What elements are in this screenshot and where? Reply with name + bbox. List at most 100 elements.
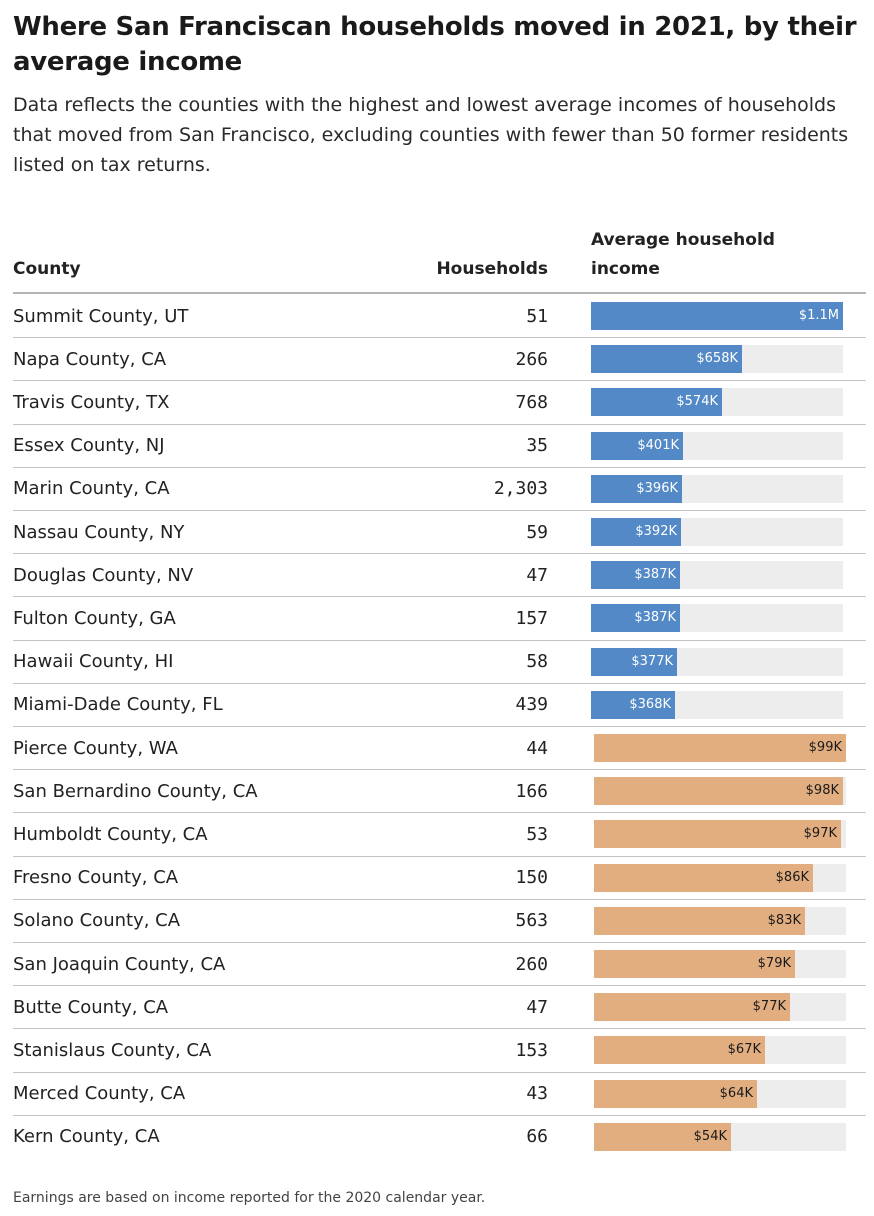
income-bar: $387K xyxy=(591,561,680,590)
county-name: San Bernardino County, CA xyxy=(13,780,258,802)
table-row: Merced County, CA 43 $64K xyxy=(13,1073,866,1116)
table-row: San Joaquin County, CA 260 $79K xyxy=(13,943,866,987)
county-name: Napa County, CA xyxy=(13,348,167,370)
income-bar-track: $401K xyxy=(591,431,843,460)
table-row: Travis County, TX 768 $574K xyxy=(13,381,866,425)
income-bar-track: $387K xyxy=(591,604,843,633)
income-bar: $396K xyxy=(591,474,682,503)
county-name: Fresno County, CA xyxy=(13,867,179,889)
income-bar: $377K xyxy=(591,647,677,676)
income-bar: $86K xyxy=(594,863,813,892)
county-name: Summit County, UT xyxy=(13,305,189,327)
households-value: 66 xyxy=(526,1126,548,1148)
income-bar: $79K xyxy=(594,950,795,979)
county-name: Travis County, TX xyxy=(13,391,170,413)
households-value: 153 xyxy=(515,1039,548,1061)
income-bar: $64K xyxy=(594,1079,757,1108)
table-row: Butte County, CA 47 $77K xyxy=(13,986,866,1030)
income-bar-label: $67K xyxy=(727,1042,761,1058)
table-row: Solano County, CA 563 $83K xyxy=(13,900,866,943)
footnote: Earnings are based on income reported fo… xyxy=(13,1190,486,1206)
income-bar-label: $97K xyxy=(803,826,837,842)
income-bar-label: $392K xyxy=(635,524,677,540)
households-value: 563 xyxy=(515,910,548,932)
income-bar-label: $658K xyxy=(696,351,738,367)
income-bar-label: $98K xyxy=(805,783,839,799)
income-bar-label: $574K xyxy=(676,394,718,410)
income-bar-label: $1.1M xyxy=(798,308,839,324)
income-bar-label: $387K xyxy=(634,610,676,626)
income-bar-track: $392K xyxy=(591,518,843,547)
income-bar-track: $64K xyxy=(594,1079,846,1108)
households-value: 768 xyxy=(515,391,548,413)
income-bar-track: $99K xyxy=(594,734,846,763)
income-bar-label: $387K xyxy=(634,567,676,583)
income-bar-label: $54K xyxy=(693,1128,727,1144)
county-name: San Joaquin County, CA xyxy=(13,953,226,975)
households-value: 2,303 xyxy=(493,478,548,500)
table-row: Humboldt County, CA 53 $97K xyxy=(13,813,866,857)
income-bar: $98K xyxy=(594,777,843,806)
column-header-households: Households xyxy=(436,259,548,279)
households-value: 260 xyxy=(515,953,548,975)
table-row: Nassau County, NY 59 $392K xyxy=(13,511,866,555)
income-bar: $77K xyxy=(594,993,790,1022)
table-row: Miami-Dade County, FL 439 $368K xyxy=(13,684,866,727)
county-name: Merced County, CA xyxy=(13,1083,186,1105)
households-value: 59 xyxy=(526,521,548,543)
income-bar-label: $83K xyxy=(767,912,801,928)
income-bar: $401K xyxy=(591,431,683,460)
income-bar-track: $368K xyxy=(591,690,843,719)
income-bar-label: $79K xyxy=(757,956,791,972)
county-name: Hawaii County, HI xyxy=(13,651,174,673)
county-name: Butte County, CA xyxy=(13,996,169,1018)
table-row: Fulton County, GA 157 $387K xyxy=(13,597,866,641)
table-row: Pierce County, WA 44 $99K xyxy=(13,727,866,771)
county-name: Miami-Dade County, FL xyxy=(13,694,223,716)
income-bar: $83K xyxy=(594,906,805,935)
households-value: 266 xyxy=(515,348,548,370)
chart-title: Where San Franciscan households moved in… xyxy=(13,12,857,77)
county-name: Solano County, CA xyxy=(13,910,181,932)
income-bar-track: $86K xyxy=(594,863,846,892)
households-value: 44 xyxy=(526,737,548,759)
households-value: 35 xyxy=(526,435,548,457)
table-row: Douglas County, NV 47 $387K xyxy=(13,554,866,598)
chart-subtitle: Data reflects the counties with the high… xyxy=(13,94,849,176)
income-bar-label: $368K xyxy=(629,696,671,712)
income-bar-label: $64K xyxy=(719,1085,753,1101)
income-bar-label: $401K xyxy=(637,437,679,453)
households-value: 47 xyxy=(526,996,548,1018)
table-row: Stanislaus County, CA 153 $67K xyxy=(13,1029,866,1073)
income-bar-track: $67K xyxy=(594,1036,846,1065)
income-bar-track: $574K xyxy=(591,388,843,417)
table-row: Kern County, CA 66 $54K xyxy=(13,1116,866,1158)
income-bar-track: $658K xyxy=(591,345,843,374)
county-name: Pierce County, WA xyxy=(13,737,178,759)
income-bar-track: $54K xyxy=(594,1122,846,1151)
income-bar-track: $77K xyxy=(594,993,846,1022)
income-bar-track: $97K xyxy=(594,820,846,849)
table-row: Fresno County, CA 150 $86K xyxy=(13,857,866,900)
table-row: Summit County, UT 51 $1.1M xyxy=(13,295,866,339)
income-bar-track: $396K xyxy=(591,474,843,503)
county-name: Marin County, CA xyxy=(13,478,170,500)
income-bar-track: $79K xyxy=(594,950,846,979)
income-bar-track: $377K xyxy=(591,647,843,676)
income-bar-label: $396K xyxy=(636,480,678,496)
county-name: Nassau County, NY xyxy=(13,521,185,543)
income-bar: $97K xyxy=(594,820,841,849)
column-header-income: Average household income xyxy=(591,230,775,279)
table-row: Hawaii County, HI 58 $377K xyxy=(13,641,866,684)
income-bar-track: $83K xyxy=(594,906,846,935)
households-value: 51 xyxy=(526,305,548,327)
households-value: 58 xyxy=(526,651,548,673)
income-bar: $1.1M xyxy=(591,302,843,331)
county-name: Essex County, NJ xyxy=(13,435,165,457)
column-header-county: County xyxy=(13,259,81,279)
table-row: San Bernardino County, CA 166 $98K xyxy=(13,770,866,814)
county-name: Douglas County, NV xyxy=(13,564,194,586)
county-name: Fulton County, GA xyxy=(13,607,176,629)
income-bar: $387K xyxy=(591,604,680,633)
income-bar-label: $377K xyxy=(631,653,673,669)
